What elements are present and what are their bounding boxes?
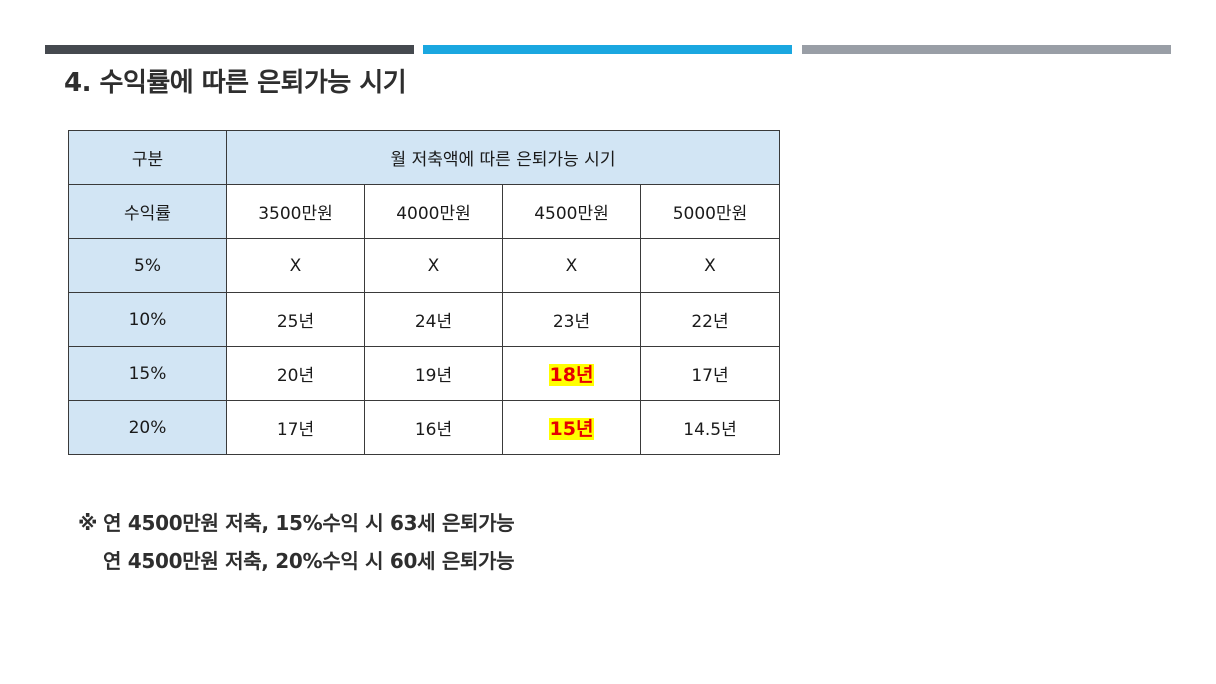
- column-header-cell: 4000만원: [364, 184, 503, 239]
- table-cell: 17년: [640, 346, 780, 401]
- table-column-header-row: 수익률 3500만원 4000만원 4500만원 5000만원: [68, 184, 780, 239]
- header-bar-dark: [45, 45, 414, 54]
- slide-title: 4. 수익률에 따른 은퇴가능 시기: [64, 68, 407, 98]
- rate-header-cell: 수익률: [68, 184, 227, 239]
- table-cell-highlighted: 18년: [502, 346, 641, 401]
- column-header-cell: 5000만원: [640, 184, 780, 239]
- table-cell: 16년: [364, 400, 503, 455]
- rate-cell: 10%: [68, 292, 227, 347]
- header-bar-gray: [802, 45, 1171, 54]
- table-cell: 24년: [364, 292, 503, 347]
- note-line-1: ※ 연 4500만원 저축, 15%수익 시 63세 은퇴가능: [78, 507, 515, 536]
- table-row: 10% 25년 24년 23년 22년: [68, 292, 780, 347]
- table-cell: X: [364, 238, 503, 293]
- corner-label-cell: 구분: [68, 130, 227, 185]
- highlighted-value: 18년: [548, 364, 595, 386]
- header-bar-blue: [423, 45, 792, 54]
- table-cell: 22년: [640, 292, 780, 347]
- table-cell: 14.5년: [640, 400, 780, 455]
- table-cell: 17년: [226, 400, 365, 455]
- table-row: 20% 17년 16년 15년 14.5년: [68, 400, 780, 455]
- retirement-table: 구분 월 저축액에 따른 은퇴가능 시기 수익률 3500만원 4000만원 4…: [68, 130, 780, 455]
- reference-mark: ※: [78, 511, 98, 535]
- table-cell: 19년: [364, 346, 503, 401]
- rate-cell: 15%: [68, 346, 227, 401]
- table-cell: X: [226, 238, 365, 293]
- table-cell: X: [640, 238, 780, 293]
- rate-cell: 5%: [68, 238, 227, 293]
- table-group-header-row: 구분 월 저축액에 따른 은퇴가능 시기: [68, 130, 780, 185]
- note-text-1: 연 4500만원 저축, 15%수익 시 63세 은퇴가능: [103, 511, 515, 535]
- rate-cell: 20%: [68, 400, 227, 455]
- note-text-2: 연 4500만원 저축, 20%수익 시 60세 은퇴가능: [103, 549, 515, 573]
- group-header-cell: 월 저축액에 따른 은퇴가능 시기: [226, 130, 780, 185]
- table-cell: 23년: [502, 292, 641, 347]
- table-cell: X: [502, 238, 641, 293]
- table-row: 5% X X X X: [68, 238, 780, 293]
- table-cell: 20년: [226, 346, 365, 401]
- column-header-cell: 3500만원: [226, 184, 365, 239]
- highlighted-value: 15년: [548, 418, 595, 440]
- table-row: 15% 20년 19년 18년 17년: [68, 346, 780, 401]
- note-line-2: 연 4500만원 저축, 20%수익 시 60세 은퇴가능: [103, 545, 515, 574]
- column-header-cell: 4500만원: [502, 184, 641, 239]
- table-cell-highlighted: 15년: [502, 400, 641, 455]
- table-cell: 25년: [226, 292, 365, 347]
